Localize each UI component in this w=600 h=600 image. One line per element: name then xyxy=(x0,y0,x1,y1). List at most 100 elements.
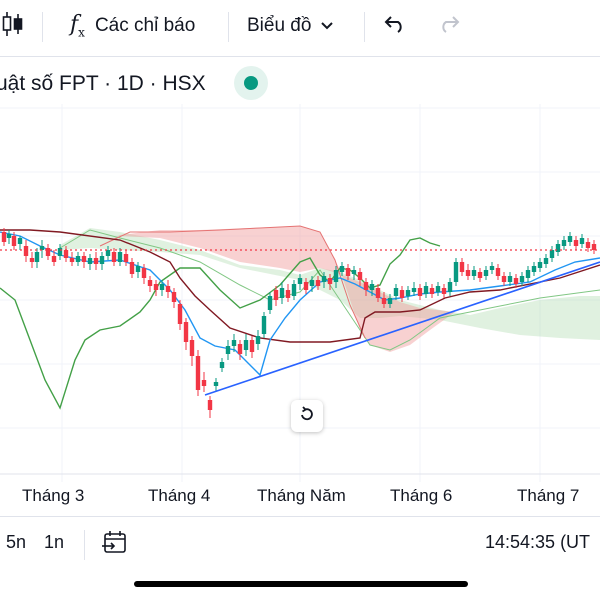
price-chart[interactable] xyxy=(0,104,600,482)
trendline xyxy=(204,261,600,396)
candle-down xyxy=(237,344,243,354)
toolbar-divider xyxy=(228,12,229,42)
symbol-header: uật số FPT · 1D · HSX xyxy=(0,62,600,104)
candle-up xyxy=(549,250,555,258)
go-to-date-button[interactable] xyxy=(100,528,128,561)
candle-up xyxy=(543,258,549,264)
candlestick-icon xyxy=(2,9,24,44)
candle-up xyxy=(309,280,315,286)
clock-timezone[interactable]: 14:54:35 (UT xyxy=(485,532,591,552)
redo-button[interactable] xyxy=(438,0,460,52)
candle-down xyxy=(141,268,147,278)
candle-down xyxy=(177,304,183,324)
x-axis-label: Tháng 3 xyxy=(22,486,85,505)
candle-up xyxy=(34,252,40,262)
candle-down xyxy=(1,232,7,242)
x-axis-label: Tháng 4 xyxy=(148,486,211,505)
candle-up xyxy=(519,276,525,282)
candle-down xyxy=(93,258,99,264)
cloud-bearish xyxy=(100,226,455,352)
candle-up xyxy=(291,284,297,296)
candle-down xyxy=(303,282,309,290)
range-5-years[interactable]: 5n xyxy=(6,532,27,552)
chart-type-dropdown[interactable]: Biểu đồ xyxy=(247,0,334,52)
candle-up xyxy=(561,240,567,246)
candle-down xyxy=(189,340,195,356)
candle-up xyxy=(537,262,543,268)
candle-up xyxy=(369,284,375,290)
candle-up xyxy=(17,238,23,244)
candle-down xyxy=(63,250,69,258)
candle-down xyxy=(327,278,333,284)
top-toolbar: fx Các chỉ báo Biểu đồ xyxy=(0,0,600,52)
candle-down xyxy=(285,290,291,298)
candle-down xyxy=(465,270,471,276)
chart-canvas[interactable] xyxy=(0,104,600,482)
home-indicator xyxy=(134,581,468,587)
reset-chart-button[interactable] xyxy=(291,400,323,432)
candle-up xyxy=(447,282,453,292)
candle-up xyxy=(339,266,345,272)
candle-up xyxy=(279,288,285,298)
candle-up xyxy=(351,270,357,274)
candle-up xyxy=(489,266,495,270)
candle-down xyxy=(381,298,387,304)
status-dot-icon xyxy=(244,76,258,90)
candle-down xyxy=(375,288,381,298)
candle-down xyxy=(315,280,321,286)
candle-up xyxy=(261,316,267,334)
market-status-indicator[interactable] xyxy=(234,66,268,100)
indicators-label: Các chỉ báo xyxy=(94,15,196,36)
candle-down xyxy=(81,256,87,262)
candle-up xyxy=(135,266,141,272)
reset-icon xyxy=(299,405,315,427)
candle-up xyxy=(453,262,459,282)
candle-up xyxy=(231,340,237,346)
candle-down xyxy=(45,248,51,256)
candle-up xyxy=(435,286,441,292)
undo-button[interactable] xyxy=(384,0,406,52)
candle-down xyxy=(585,242,591,248)
candle-down xyxy=(183,322,189,342)
candle-down xyxy=(11,236,17,246)
candle-down xyxy=(111,252,117,262)
x-axis-label: Tháng Năm xyxy=(257,486,346,505)
range-1-year[interactable]: 1n xyxy=(44,532,65,552)
candle-down xyxy=(51,256,57,262)
candle-down xyxy=(171,292,177,302)
candle-down xyxy=(459,262,465,272)
candle-down xyxy=(153,284,159,290)
indicators-button[interactable]: fx Các chỉ báo xyxy=(70,0,195,52)
candle-up xyxy=(243,340,249,350)
bottom-toolbar: 5n 1n 14:54:35 (UT xyxy=(0,522,600,568)
candle-down xyxy=(417,288,423,296)
candle-down xyxy=(573,240,579,246)
candle-up xyxy=(297,278,303,284)
candle-up xyxy=(471,270,477,276)
candle-up xyxy=(483,270,489,276)
candle-up xyxy=(159,284,165,290)
candle-up xyxy=(423,286,429,294)
candle-up xyxy=(87,258,93,264)
candle-down xyxy=(207,400,213,410)
candle-down xyxy=(195,356,201,390)
symbol-title[interactable]: uật số FPT · 1D · HSX xyxy=(0,72,206,95)
candle-up xyxy=(387,298,393,304)
candle-down xyxy=(273,290,279,300)
bottom-divider xyxy=(84,530,85,560)
candle-down xyxy=(357,272,363,280)
candle-up xyxy=(321,276,327,282)
candle-up xyxy=(57,248,63,256)
candles-button[interactable] xyxy=(2,0,24,52)
candle-up xyxy=(6,234,12,238)
candle-up xyxy=(531,266,537,272)
candle-up xyxy=(567,236,573,242)
candle-up xyxy=(39,246,45,250)
candle-up xyxy=(117,252,123,262)
redo-icon xyxy=(438,15,460,38)
candle-down xyxy=(429,288,435,294)
senkou-span-a xyxy=(59,229,600,351)
candle-down xyxy=(345,268,351,276)
chevron-down-icon xyxy=(321,17,334,35)
x-axis-label: Tháng 7 xyxy=(517,486,580,505)
